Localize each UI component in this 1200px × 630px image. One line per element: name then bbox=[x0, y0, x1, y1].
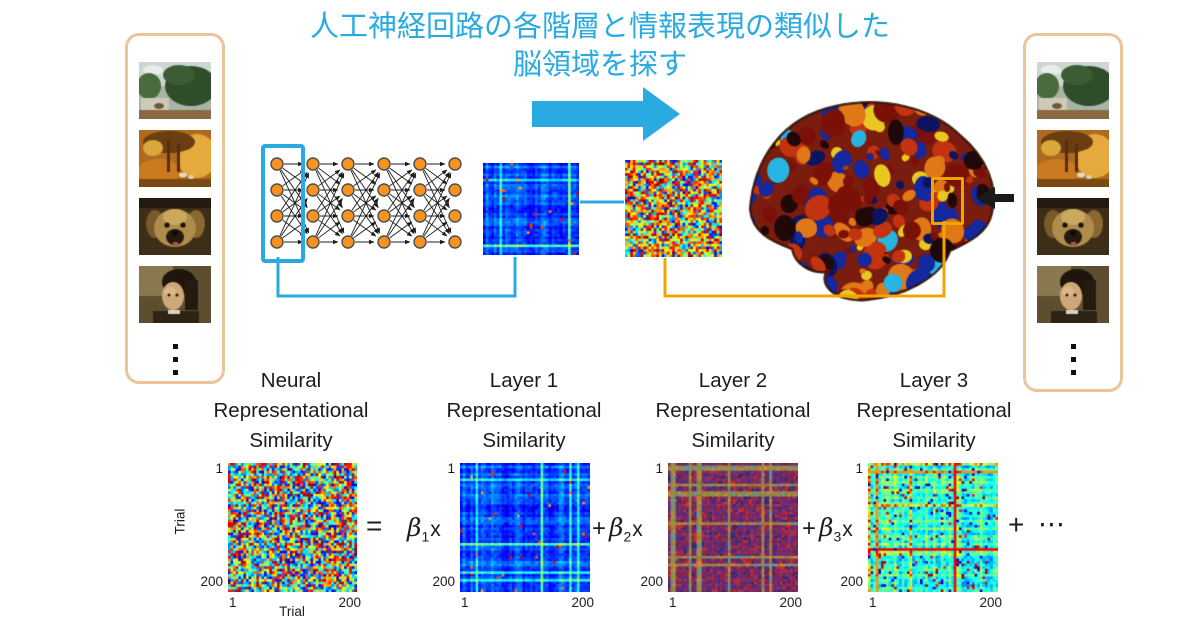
neural-network-diagram bbox=[270, 157, 462, 249]
layer2-rdm-matrix bbox=[668, 463, 798, 592]
vertical-ellipsis bbox=[172, 344, 178, 375]
equation-term-beta2: + β2x bbox=[592, 513, 643, 544]
figure-title: 人工神経回路の各階層と情報表現の類似した 脳領域を探す bbox=[0, 8, 1200, 84]
x-tick-right: 200 bbox=[779, 595, 802, 610]
network-nodes bbox=[270, 157, 462, 249]
x-axis-label: Trial bbox=[279, 604, 305, 619]
times-x: x bbox=[632, 518, 643, 541]
stimulus-panel-left bbox=[125, 33, 225, 384]
brain-region-highlight-box bbox=[931, 177, 964, 225]
portrait-painting bbox=[1037, 266, 1109, 323]
plus-sign: + bbox=[802, 515, 817, 542]
times-x: x bbox=[842, 518, 853, 541]
vertical-ellipsis bbox=[1070, 344, 1076, 375]
neural-rdm-label: Neural Representational Similarity bbox=[171, 366, 411, 456]
plus-sign: + bbox=[592, 515, 607, 542]
label-line: Representational bbox=[655, 399, 811, 422]
x-tick-right: 200 bbox=[979, 595, 1002, 610]
landscape-painting bbox=[139, 62, 211, 119]
y-tick-top: 1 bbox=[655, 461, 663, 476]
beta-subscript: 3 bbox=[833, 528, 842, 545]
beta-symbol: β bbox=[609, 513, 624, 542]
layer1-connector-line bbox=[276, 257, 517, 298]
label-line: Similarity bbox=[249, 429, 333, 452]
landscape-painting bbox=[1037, 62, 1109, 119]
y-tick-top: 1 bbox=[447, 461, 455, 476]
x-tick-right: 200 bbox=[571, 595, 594, 610]
trailing-ellipsis: ⋯ bbox=[1038, 509, 1067, 539]
layer1-highlight-box bbox=[261, 144, 305, 263]
equation-term-beta3: + β3x bbox=[802, 513, 853, 544]
x-tick-left: 1 bbox=[669, 595, 677, 610]
y-tick-bottom: 200 bbox=[640, 574, 663, 589]
layer3-rdm-matrix bbox=[868, 463, 998, 592]
beta-symbol: β bbox=[819, 513, 834, 542]
x-tick-left: 1 bbox=[869, 595, 877, 610]
equals-sign: = bbox=[366, 510, 383, 541]
layer3-rdm-label: Layer 3 Representational Similarity bbox=[814, 366, 1054, 456]
layer1-rdm-label: Layer 1 Representational Similarity bbox=[404, 366, 644, 456]
equation-term-beta1: β1x bbox=[404, 513, 441, 544]
portrait-painting bbox=[139, 266, 211, 323]
y-tick-top: 1 bbox=[855, 461, 863, 476]
beta-symbol: β bbox=[407, 513, 422, 542]
label-line: Layer 3 bbox=[899, 369, 969, 392]
y-tick-top: 1 bbox=[215, 461, 223, 476]
x-tick-left: 1 bbox=[461, 595, 469, 610]
x-tick-right: 200 bbox=[338, 595, 361, 610]
brain-activity-map bbox=[740, 91, 1012, 313]
layer1-rdm-matrix bbox=[460, 463, 590, 592]
beta-subscript: 2 bbox=[623, 528, 632, 545]
dog-painting bbox=[139, 198, 211, 255]
stimulus-panel-right bbox=[1023, 33, 1123, 392]
layer2-rdm-label: Layer 2 Representational Similarity bbox=[613, 366, 853, 456]
trailing-plus-sign: + bbox=[1008, 509, 1025, 540]
dog-painting bbox=[1037, 198, 1109, 255]
label-line: Representational bbox=[446, 399, 602, 422]
y-axis-label: Trial bbox=[172, 508, 188, 535]
label-line: Layer 2 bbox=[698, 369, 768, 392]
x-tick-left: 1 bbox=[229, 595, 237, 610]
network-edges bbox=[279, 161, 452, 245]
label-line: Representational bbox=[213, 399, 369, 422]
brain-region-rdm-matrix bbox=[625, 160, 722, 257]
y-tick-bottom: 200 bbox=[840, 574, 863, 589]
flow-arrow-icon bbox=[532, 87, 680, 141]
label-line: Neural bbox=[260, 369, 322, 392]
neural-rdm-matrix bbox=[228, 463, 357, 592]
autumn-forest-painting bbox=[1037, 130, 1109, 187]
y-tick-bottom: 200 bbox=[432, 574, 455, 589]
label-line: Representational bbox=[856, 399, 1012, 422]
label-line: Similarity bbox=[892, 429, 976, 452]
figure-title-line1: 人工神経回路の各階層と情報表現の類似した bbox=[309, 11, 890, 43]
ann-layer1-rdm-matrix bbox=[483, 163, 579, 255]
autumn-forest-painting bbox=[139, 130, 211, 187]
label-line: Similarity bbox=[482, 429, 566, 452]
label-line: Layer 1 bbox=[489, 369, 559, 392]
figure-title-line2: 脳領域を探す bbox=[512, 49, 687, 81]
y-tick-bottom: 200 bbox=[200, 574, 223, 589]
times-x: x bbox=[430, 518, 441, 541]
beta-subscript: 1 bbox=[421, 528, 430, 545]
label-line: Similarity bbox=[691, 429, 775, 452]
